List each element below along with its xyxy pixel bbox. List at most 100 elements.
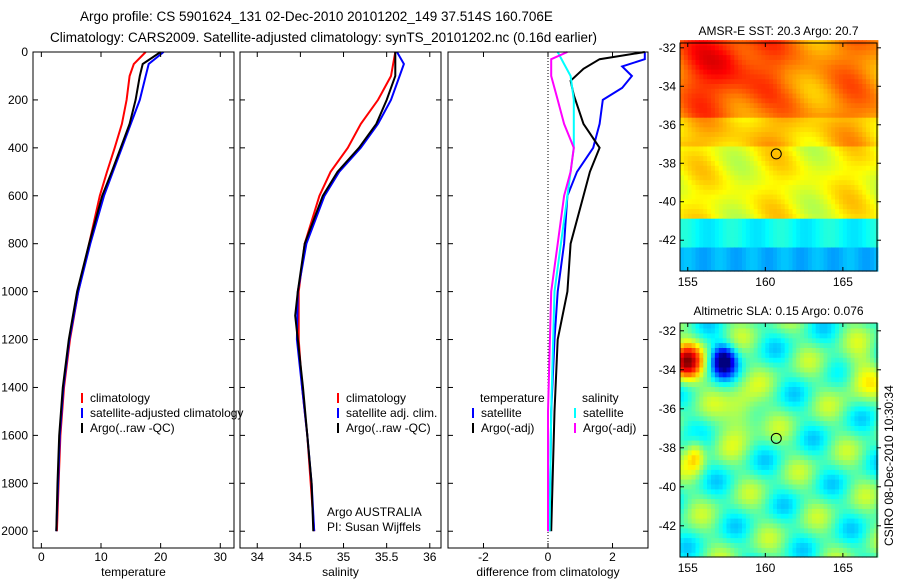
map-cell [796,83,801,88]
map-cell [699,347,704,353]
map-cell [835,228,840,233]
map-cell [796,93,801,98]
map-cell [796,228,801,233]
map-cell [707,112,712,117]
map-cell [831,257,836,262]
map-cell [699,503,704,509]
map-cell [858,146,863,151]
map-cell [684,189,689,194]
map-cell [804,357,809,363]
map-cell [808,59,813,64]
map-cell [804,146,809,151]
map-cell [707,175,712,180]
map-cell [851,132,856,137]
map-cell [824,343,829,349]
map-cell [769,343,774,349]
map-cell [835,98,840,103]
map-cell [777,489,782,495]
map-cell [754,406,759,412]
map-cell [734,484,739,490]
map-cell [692,464,697,470]
map-cell [835,55,840,60]
map-cell [866,528,871,534]
map-cell [680,112,685,117]
map-cell [781,455,786,461]
map-cell [715,247,720,252]
map-cell [800,247,805,252]
map-cell [870,233,875,238]
map-cell [789,386,794,392]
map-cell [843,489,848,495]
map-cell [734,401,739,407]
map-cell [858,93,863,98]
map-cell [858,323,863,329]
map-cell [831,136,836,141]
map-cell [707,362,712,368]
map-cell [742,391,747,397]
map-cell [808,479,813,485]
map-cell [835,194,840,199]
map-cell [808,79,813,84]
map-cell [785,141,790,146]
map-cell [765,228,770,233]
map-cell [808,122,813,127]
map-cell [785,88,790,93]
map-cell [769,489,774,495]
map-cell [769,508,774,514]
map-cell [835,59,840,64]
map-cell [855,252,860,257]
map-cell [684,261,689,266]
map-cell [789,228,794,233]
map-cell [699,474,704,480]
y-tick-label: 1600 [1,428,28,442]
map-cell [746,194,751,199]
map-cell [715,377,720,383]
map-cell [746,494,751,500]
map-cell [843,343,848,349]
map-cell [696,542,701,548]
map-cell [866,425,871,431]
map-cell [785,430,790,436]
map-cell [858,189,863,194]
map-cell [820,533,825,539]
map-cell [824,45,829,50]
map-cell [754,156,759,161]
map-cell [699,213,704,218]
map-cell [715,333,720,339]
map-cell [765,127,770,132]
map-cell [707,547,712,553]
map-cell [781,180,786,185]
map-cell [866,184,871,189]
map-cell [816,440,821,446]
map-cell [843,435,848,441]
map-cell [777,228,782,233]
map-cell [727,464,732,470]
map-cell [843,55,848,60]
map-cell [715,430,720,436]
map-cell [804,98,809,103]
map-cell [692,165,697,170]
map-cell [839,170,844,175]
map-cell [804,88,809,93]
map-cell [781,132,786,137]
map-cell [727,460,732,466]
map-cell [858,50,863,55]
map-cell [808,425,813,431]
map-cell [866,533,871,539]
map-cell [789,93,794,98]
map-cell [820,547,825,553]
map-cell [855,547,860,553]
map-cell [820,435,825,441]
map-cell [796,218,801,223]
map-cell [796,391,801,397]
map-cell [711,136,716,141]
map-cell [851,170,856,175]
map-cell [696,156,701,161]
map-cell [727,184,732,189]
map-cell [719,79,724,84]
map-cell [754,489,759,495]
map-cell [746,523,751,529]
map-cell [800,156,805,161]
map-cell [804,479,809,485]
map-cell [800,209,805,214]
